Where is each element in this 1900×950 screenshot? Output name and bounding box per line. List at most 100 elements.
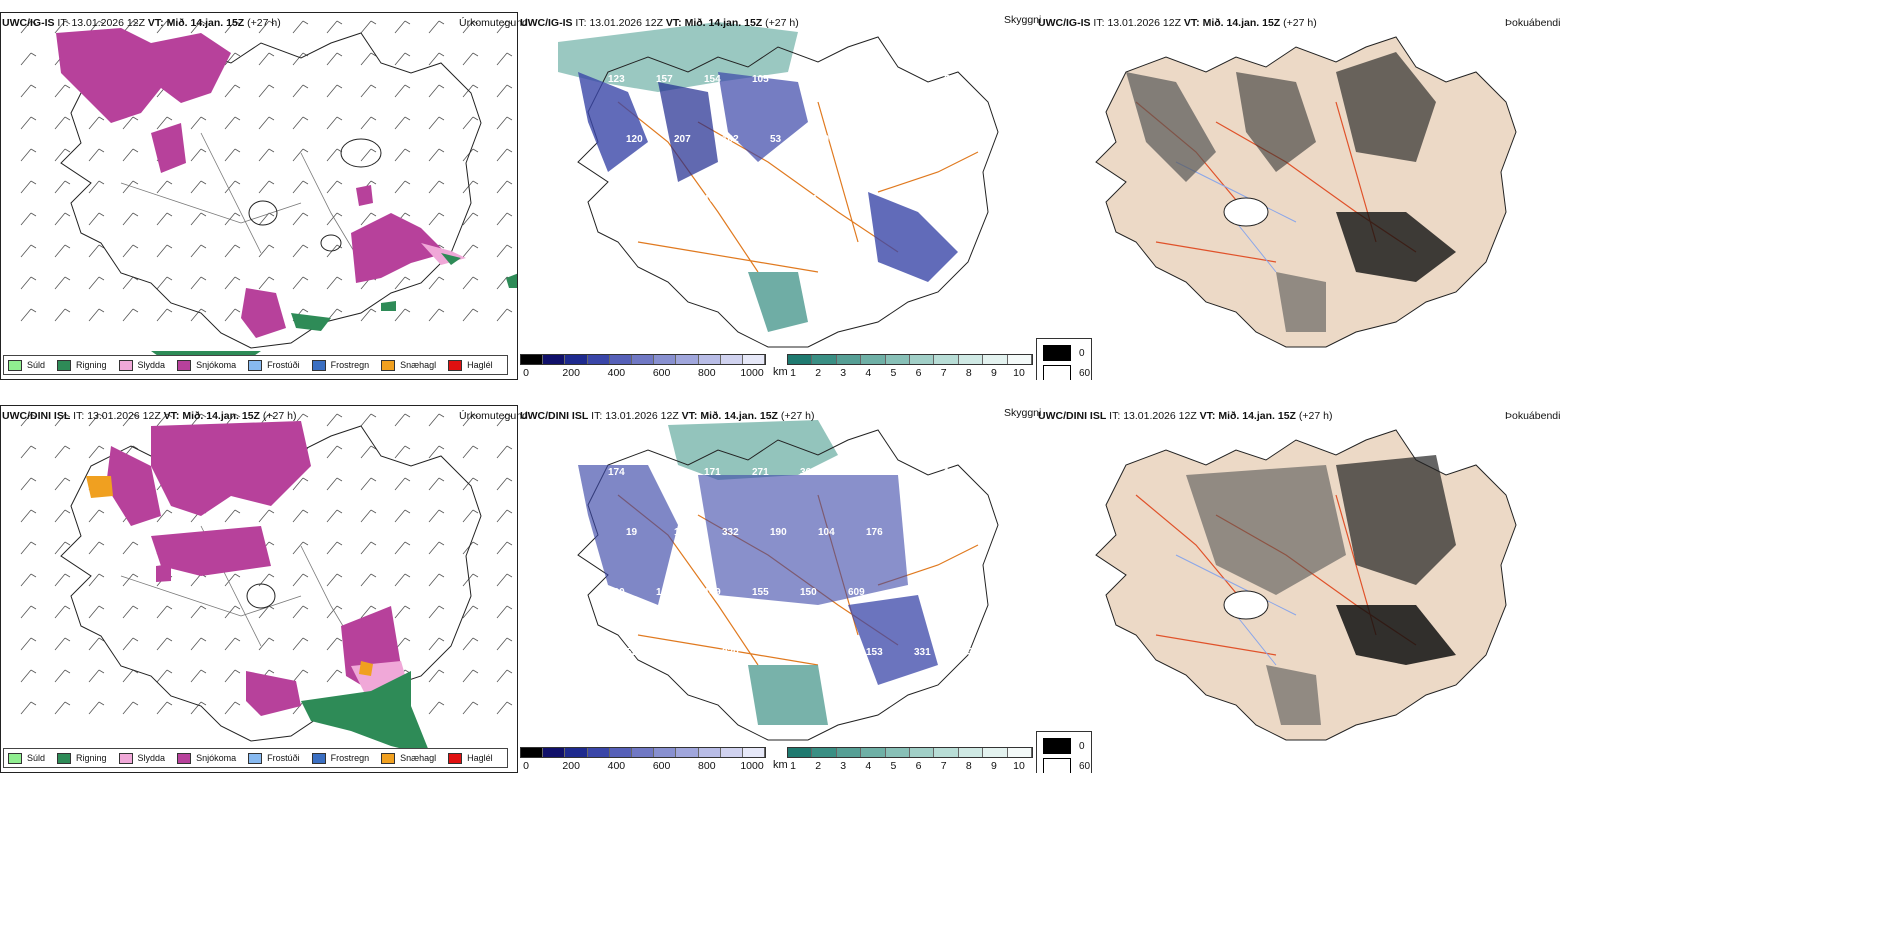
wind-barb xyxy=(394,116,411,130)
wind-barb xyxy=(428,20,445,34)
wind-barb xyxy=(54,276,71,290)
wind-barb xyxy=(462,20,479,34)
visibility-value: 521 xyxy=(626,647,643,658)
wind-barb xyxy=(360,116,377,130)
colorbar-step xyxy=(565,748,588,757)
visibility-value: 207 xyxy=(674,134,691,145)
wind-barb xyxy=(122,180,139,194)
wind-barb xyxy=(224,84,241,98)
wind-barb xyxy=(224,180,241,194)
colorbar-step xyxy=(609,748,632,757)
colorbar-tick: 600 xyxy=(652,760,671,772)
colorbar-tick: 9 xyxy=(990,367,997,379)
legend-label: Frostregn xyxy=(330,753,370,763)
wind-barb xyxy=(428,116,445,130)
colorbar-step xyxy=(1007,355,1033,364)
visibility-value: 149 xyxy=(704,587,721,598)
colorbar-step xyxy=(587,748,610,757)
visibility-value: 176 xyxy=(656,467,673,478)
wind-barb xyxy=(292,244,309,258)
wind-barb xyxy=(258,637,275,651)
wind-barb xyxy=(292,84,309,98)
legend-swatch xyxy=(248,359,263,371)
colorbar-step xyxy=(788,748,813,757)
wind-barb xyxy=(88,244,105,258)
visibility-value: 169 xyxy=(704,194,721,205)
visibility-value: 19 xyxy=(626,527,638,538)
wind-barb xyxy=(190,701,207,715)
wind-barb xyxy=(462,413,479,427)
visibility-panel-ig: 123 157 154 105 204 161 165 51 120 207 102 53 108 100… xyxy=(518,12,1034,380)
visibility-value: 102 xyxy=(722,134,739,145)
wind-barb xyxy=(360,477,377,491)
wind-barb xyxy=(20,148,37,162)
legend-item: Frostregn xyxy=(311,359,369,371)
wind-barb xyxy=(496,413,513,427)
precip-type-panel-ig: Súld Rigning Slydda Snjókoma Frostúði Frostre… xyxy=(0,12,518,380)
wind-barb xyxy=(326,148,343,162)
legend-label: Haglél xyxy=(467,753,493,763)
visibility-value: 123 xyxy=(608,74,625,85)
wind-barb xyxy=(88,573,105,587)
colorbar-step xyxy=(631,748,655,757)
wind-barb xyxy=(496,116,513,130)
wind-barb xyxy=(20,212,37,226)
wind-barb xyxy=(156,212,173,226)
wind-barb xyxy=(428,637,445,651)
wind-barb xyxy=(54,541,71,555)
colorbar-tick: 6 xyxy=(915,367,922,379)
wind-barb xyxy=(224,212,241,226)
wind-barb xyxy=(224,116,241,130)
wind-barb xyxy=(258,20,275,34)
legend-swatch xyxy=(118,359,133,371)
wind-barb xyxy=(88,669,105,683)
visibility-value: 249 xyxy=(818,647,835,658)
wind-barb xyxy=(496,148,513,162)
visibility-value: 220 xyxy=(944,587,961,598)
wind-barb xyxy=(88,180,105,194)
wind-barb xyxy=(360,148,377,162)
legend-item: Haglél xyxy=(448,752,493,764)
panel-type-label: Þokuábendi xyxy=(1505,410,1561,422)
colorbar-step xyxy=(609,355,632,364)
wind-barb xyxy=(20,445,37,459)
visibility-colorbar: km 1 2 3 4 5 6 7 8 9 10 xyxy=(773,747,1033,773)
legend-swatch xyxy=(118,752,133,764)
visibility-value: 364 xyxy=(800,467,817,478)
visibility-value: 609 xyxy=(848,587,865,598)
colorbar-tick: 0 xyxy=(523,367,529,379)
colorbar-unit: km xyxy=(773,366,788,378)
wind-barb xyxy=(360,20,377,34)
colorbar-tick: 7 xyxy=(940,760,947,772)
legend-label: Haglél xyxy=(467,360,493,370)
wind-barb xyxy=(20,84,37,98)
wind-barb xyxy=(122,212,139,226)
wind-barb xyxy=(292,212,309,226)
wind-barb xyxy=(224,573,241,587)
wind-barb xyxy=(292,605,309,619)
legend-label: Frostúði xyxy=(267,753,300,763)
visibility-value: 105 xyxy=(752,74,769,85)
legend-label: Snæhagl xyxy=(400,360,437,370)
wind-barb xyxy=(20,308,37,322)
visibility-value: 165 xyxy=(896,74,913,85)
wind-barb xyxy=(360,573,377,587)
wind-barb xyxy=(496,541,513,555)
wind-barb xyxy=(258,148,275,162)
wind-barb xyxy=(54,180,71,194)
wind-barb xyxy=(122,669,139,683)
wind-barb xyxy=(428,148,445,162)
wind-barb xyxy=(428,701,445,715)
colorbar-step xyxy=(1007,748,1033,757)
legend-label: Slydda xyxy=(137,753,166,763)
colorbar-step xyxy=(812,748,837,757)
wind-barb xyxy=(326,84,343,98)
wind-barb xyxy=(496,212,513,226)
colorbar-tick: 800 xyxy=(698,760,716,772)
precip-type-legend: Súld Rigning Slydda Snjókoma Frostúði Frostre… xyxy=(3,355,508,375)
wind-barb xyxy=(258,52,275,66)
wind-barb xyxy=(462,244,479,258)
panel-title: UWC/DINI ISL IT: 13.01.2026 12Z VT: Mið.… xyxy=(520,410,815,422)
wind-barb xyxy=(394,445,411,459)
visibility-value: 161 xyxy=(848,74,865,85)
